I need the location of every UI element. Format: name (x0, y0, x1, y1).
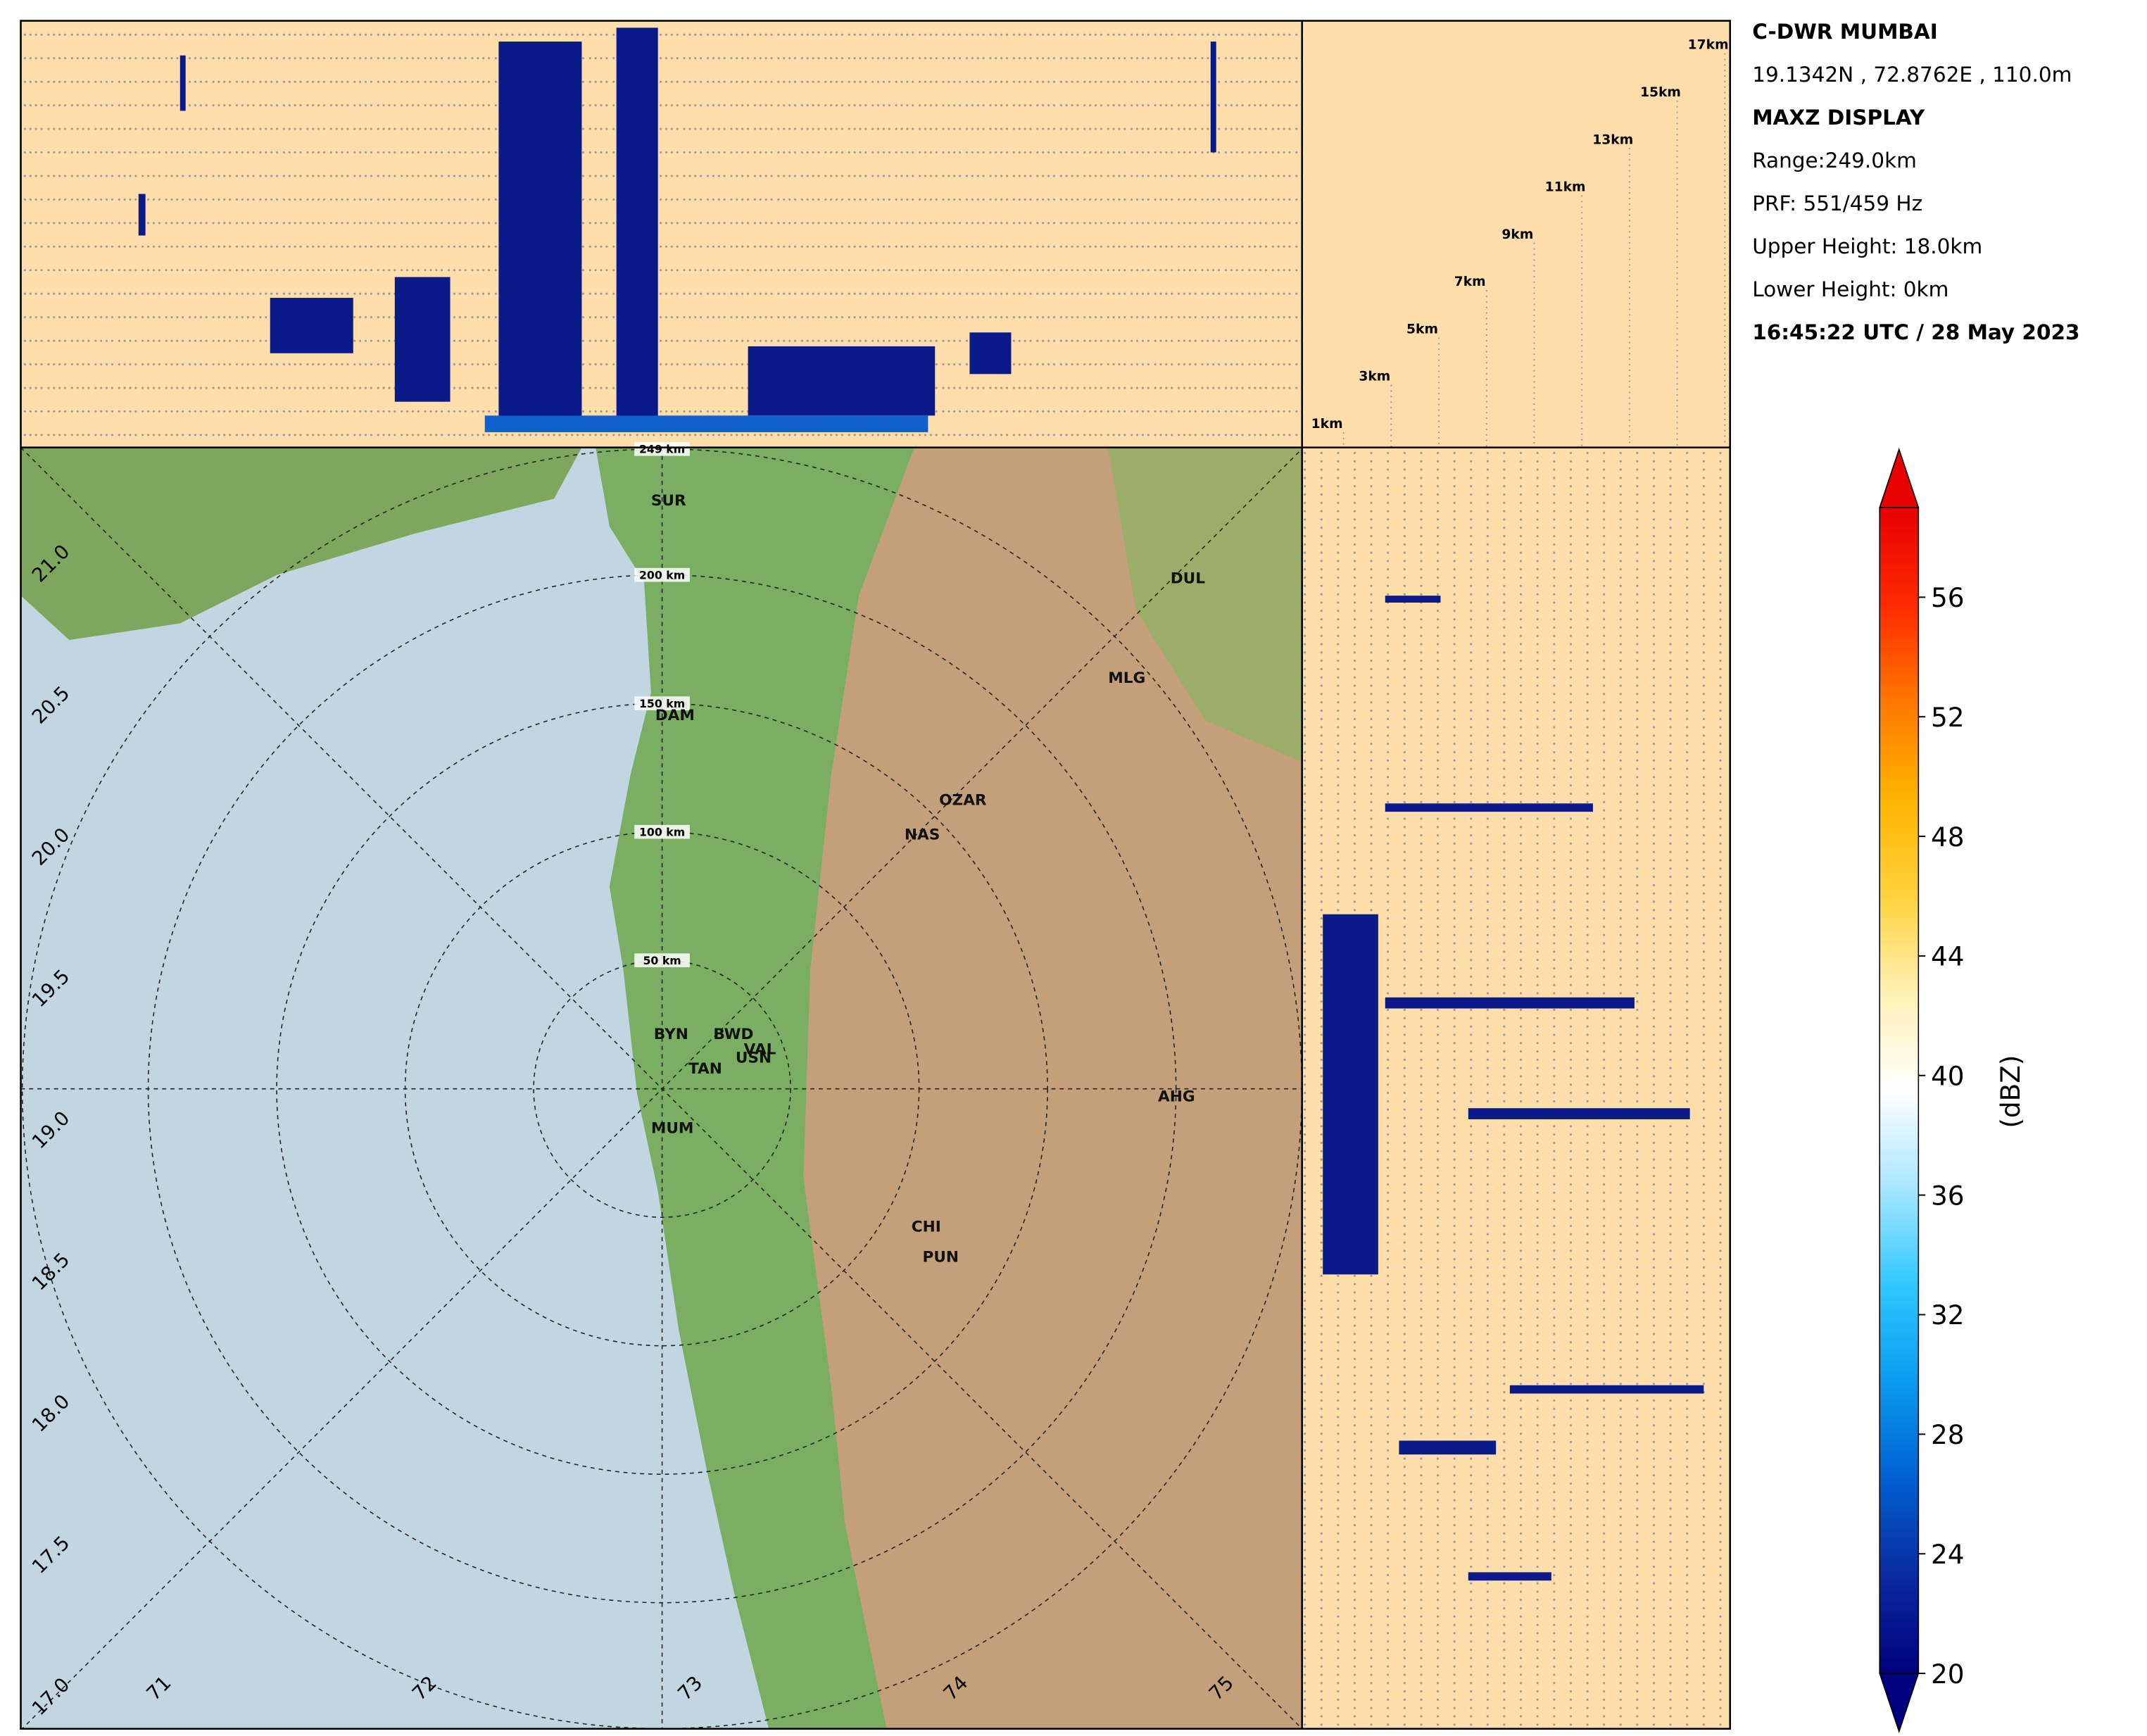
info-line: MAXZ DISPLAY (1752, 106, 1925, 130)
land-plateau (803, 447, 1302, 1729)
colorbar-tick-label: 52 (1931, 702, 1965, 733)
colorbar-tick-label: 20 (1931, 1659, 1965, 1690)
height-label: 13km (1592, 132, 1633, 147)
range-label: 200 km (639, 569, 685, 582)
colorbar-label: (dBZ) (1995, 1055, 2026, 1128)
range-label-bg (634, 441, 690, 456)
city: CHI (912, 1218, 941, 1235)
city: NAS (905, 826, 940, 843)
colorbar-tick-label: 28 (1931, 1419, 1965, 1450)
height-label: 17km (1688, 38, 1729, 53)
info-line: Range:249.0km (1752, 149, 1917, 172)
range-label: 150 km (639, 697, 685, 710)
land-north (1108, 447, 1302, 762)
land-gujarat (20, 447, 582, 641)
city: PUN (923, 1249, 959, 1266)
city: DAM (655, 707, 695, 724)
city: SUR (651, 492, 686, 510)
city: TAN (688, 1060, 722, 1078)
colorbar-tick-label: 36 (1931, 1180, 1965, 1211)
range-ring (276, 703, 1048, 1475)
colorbar-tick-label: 40 (1931, 1061, 1965, 1092)
frames (20, 20, 1731, 1730)
height-label: 5km (1406, 322, 1438, 336)
city: VAL (744, 1040, 776, 1058)
range-label-bg (634, 567, 690, 582)
info-line: 16:45:22 UTC / 28 May 2023 (1752, 320, 2079, 344)
info-line: Upper Height: 18.0km (1752, 234, 1982, 258)
range-label-bg (634, 696, 690, 710)
height-label: 1km (1311, 417, 1343, 432)
height-label: 7km (1454, 275, 1486, 289)
top-echoes (138, 27, 1216, 430)
range-label: 249 km (639, 443, 685, 456)
city: DUL (1171, 570, 1206, 587)
colorbar-tick-label: 32 (1931, 1300, 1965, 1331)
radials (20, 447, 1302, 1729)
city: MLG (1108, 669, 1145, 687)
info-line: 19.1342N , 72.8762E , 110.0m (1752, 63, 2072, 87)
range-label-bg (634, 953, 690, 967)
city: BWD (713, 1026, 753, 1043)
colorbar-under (1879, 1673, 1920, 1734)
height-label: 15km (1640, 85, 1681, 100)
height-panel (1302, 20, 1730, 448)
info-line: C-DWR MUMBAI (1752, 20, 1938, 44)
range-ring (533, 960, 791, 1218)
city: AHG (1158, 1088, 1195, 1105)
colorbar-tick-label: 56 (1931, 582, 1965, 613)
city: MUM (651, 1120, 694, 1138)
city: OZAR (939, 791, 987, 809)
colorbar-tick-label: 44 (1931, 941, 1965, 972)
height-label: 9km (1501, 227, 1533, 242)
info-line: PRF: 551/459 Hz (1752, 191, 1922, 215)
city: USN (736, 1049, 772, 1067)
colorbar-tick-label: 24 (1931, 1539, 1965, 1570)
range-label-bg (634, 824, 690, 839)
top-grid (20, 20, 1302, 448)
colorbar (1879, 507, 1920, 1674)
right-echoes (1323, 596, 1704, 1581)
height-label: 11km (1545, 180, 1586, 195)
info-line: Lower Height: 0km (1752, 277, 1948, 301)
city-labels: SUR DUL MLG DAM OZAR NAS BYN BWD VAL TAN… (651, 492, 1205, 1266)
height-label: 3km (1359, 370, 1390, 384)
range-label: 100 km (639, 826, 685, 839)
range-label: 50 km (643, 954, 681, 967)
city: BYN (654, 1026, 688, 1043)
colorbar-tick-label: 48 (1931, 822, 1965, 853)
colorbar-over (1879, 447, 1920, 508)
top-echo-base (484, 415, 928, 432)
map (20, 447, 1302, 1729)
